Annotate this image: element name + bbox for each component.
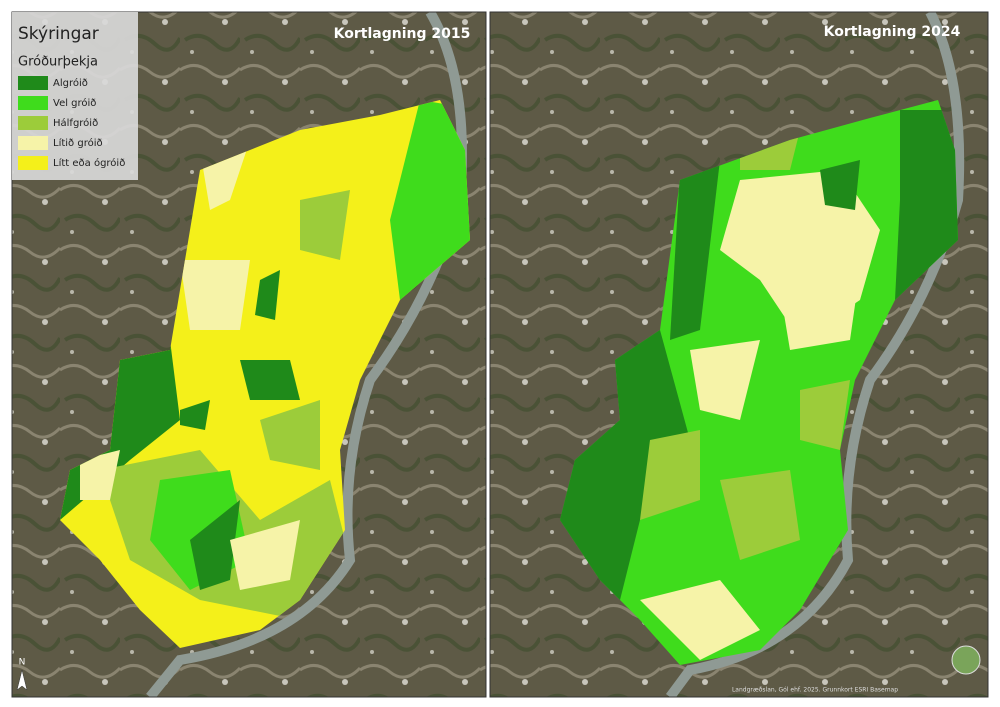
panel-frame (489, 11, 989, 698)
north-arrow: N (16, 658, 28, 691)
legend-subtitle: Gróðurþekja (18, 55, 98, 70)
legend-swatch (18, 76, 48, 90)
panel-title: Kortlagning 2015 (334, 26, 471, 42)
legend-swatch (18, 156, 48, 170)
legend-label: Algróið (53, 77, 88, 89)
legend-swatch (18, 116, 48, 130)
logo (951, 645, 981, 675)
map-panel: Kortlagning 2024 Landgræðslan, Gól ehf. … (490, 12, 988, 697)
legend-swatch (18, 136, 48, 150)
panel-title: Kortlagning 2024 (824, 24, 961, 40)
legend-title: Skýringar (18, 24, 99, 44)
legend: Skýringar Gróðurþekja Algróið Vel gróið Há… (12, 12, 138, 180)
legend-label: Lítið gróið (53, 137, 103, 149)
credit: Landgræðslan, Gól ehf. 2025. Grunnkort E… (732, 687, 898, 694)
legend-label: Lítt eða ógróið (53, 157, 125, 169)
legend-swatch (18, 96, 48, 110)
legend-label: Hálfgróið (53, 117, 98, 129)
map-panel: Kortlagning 2015 (12, 12, 486, 697)
north-label: N (19, 658, 26, 668)
panel-frame (11, 11, 487, 698)
legend-label: Vel gróið (53, 97, 96, 109)
